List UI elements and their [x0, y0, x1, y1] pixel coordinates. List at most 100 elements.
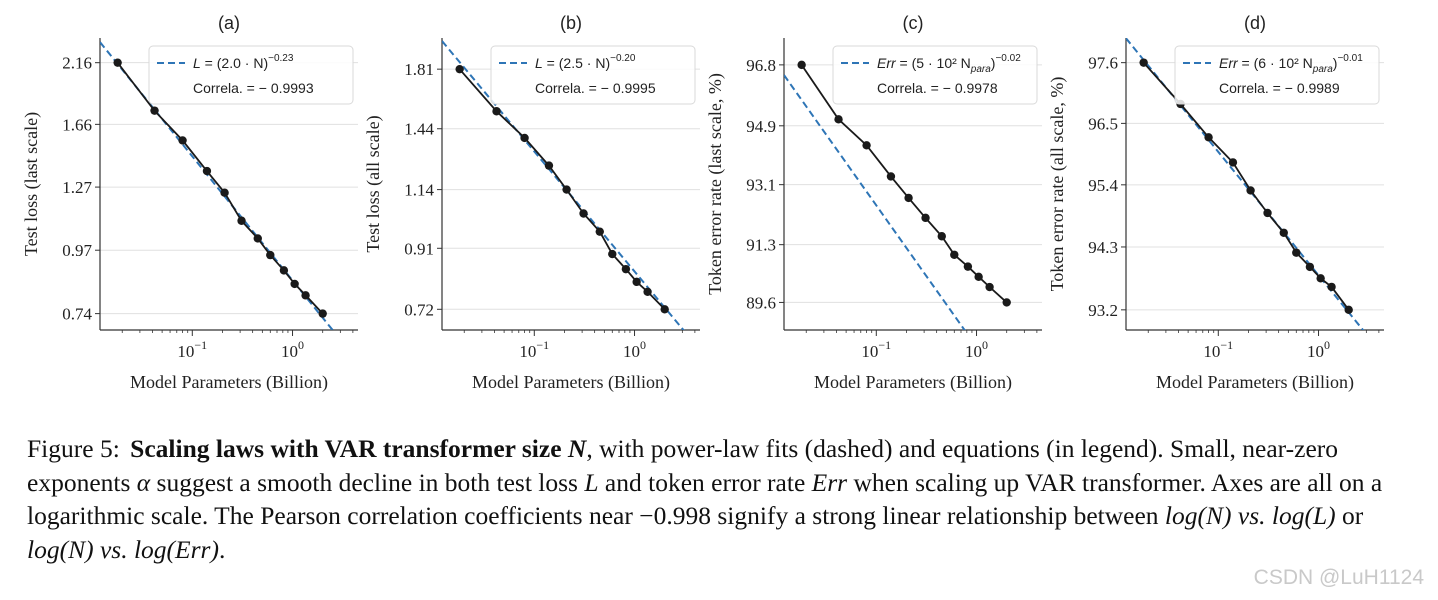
legend-eq-lhs: L: [535, 55, 543, 71]
caption-bold-var: N: [567, 434, 587, 463]
legend-eq-subscript: para: [970, 64, 991, 75]
y-tick-label: 95.4: [1088, 176, 1118, 195]
x-tick-exponent: 0: [640, 338, 646, 352]
x-tick-base: 10: [1203, 342, 1220, 361]
panel-label: (d): [1244, 13, 1266, 33]
data-point: [862, 141, 871, 150]
data-point: [660, 305, 669, 314]
caption-coef: −0.998: [639, 501, 711, 530]
caption-end: .: [218, 534, 226, 564]
caption-sentence-3: and token error rate: [604, 467, 806, 497]
panel-label: (b): [560, 13, 582, 33]
data-point: [632, 277, 641, 287]
y-tick-label: 2.16: [62, 54, 92, 73]
data-point: [608, 249, 617, 259]
y-axis-label: Token error rate (all scale, %): [1047, 77, 1068, 292]
data-point: [1002, 298, 1011, 307]
data-point: [1305, 262, 1315, 272]
x-tick-exponent: 0: [982, 338, 988, 352]
legend-eq-exponent: −0.20: [610, 53, 636, 64]
data-point: [595, 227, 604, 236]
panel-label: (a): [218, 13, 240, 33]
x-tick-label: 10−1: [177, 338, 207, 361]
y-tick-label: 1.27: [62, 178, 92, 197]
x-tick-exponent: 0: [298, 338, 304, 352]
y-tick-label: 0.72: [404, 300, 434, 319]
caption-Err: Err: [811, 467, 848, 497]
caption-alpha: α: [136, 467, 151, 497]
watermark: CSDN @LuH1124: [1253, 566, 1424, 589]
legend-eq-equals: =: [543, 55, 559, 71]
legend-eq-equals: =: [201, 55, 217, 71]
y-tick-label: 1.44: [404, 120, 434, 139]
data-point: [886, 172, 896, 181]
data-point: [1139, 58, 1148, 67]
data-point: [985, 282, 994, 292]
y-tick-label: 1.66: [62, 115, 92, 134]
y-tick-label: 96.5: [1088, 114, 1118, 133]
caption-lead: Figure 5:: [27, 434, 120, 463]
legend-eq-lhs: Err: [1219, 55, 1239, 71]
data-point: [797, 60, 806, 70]
legend-eq-lhs: L: [193, 55, 201, 71]
legend-equation: L = (2.0 · N)−0.23: [193, 53, 294, 71]
legend-eq-equals: =: [1238, 55, 1254, 71]
data-point: [1344, 305, 1353, 315]
data-point: [202, 166, 212, 176]
legend-eq-equals: =: [896, 55, 912, 71]
caption-sentence-1: , with power-law fits (dashed) and equat…: [27, 434, 1339, 497]
legend-box: [490, 45, 696, 105]
legend-correlation: Correla. = − 0.9989: [1219, 80, 1340, 96]
legend-equation: Err = (5 · 10² Npara)−0.02: [877, 53, 1021, 75]
legend-eq-exponent: −0.23: [268, 53, 294, 64]
legend-eq-paren: (5 · 10² N: [912, 55, 971, 71]
caption-math-2: log(N) vs. log(Err): [27, 534, 219, 564]
data-point: [113, 58, 122, 67]
legend-correlation: Correla. = − 0.9993: [193, 80, 314, 96]
x-tick-base: 10: [177, 342, 194, 361]
legend-eq-paren: (2.5 · N): [559, 55, 610, 71]
legend-equation: L = (2.5 · N)−0.20: [535, 53, 636, 71]
data-point: [904, 193, 913, 203]
data-point: [643, 287, 652, 297]
data-point: [178, 136, 187, 145]
data-point: [834, 115, 843, 124]
data-point: [455, 64, 464, 74]
legend-box: [148, 45, 354, 105]
legend-eq-exponent: −0.02: [995, 53, 1021, 64]
legend-eq-exponent: −0.01: [1337, 53, 1363, 64]
x-tick-exponent: −1: [1220, 338, 1233, 352]
caption-sentence-2: suggest a smooth decline in both test lo…: [156, 467, 578, 497]
caption-sentence-5: signify a strong linear relationship bet…: [717, 501, 1159, 530]
y-tick-label: 0.91: [404, 239, 434, 258]
y-axis-label: Test loss (last scale): [21, 112, 42, 256]
x-tick-label: 100: [1307, 338, 1330, 361]
data-point: [1263, 208, 1272, 218]
x-tick-base: 10: [519, 342, 536, 361]
y-tick-label: 0.97: [62, 241, 92, 260]
x-tick-base: 10: [1307, 342, 1324, 361]
data-point: [253, 234, 262, 243]
x-tick-label: 100: [281, 338, 304, 361]
y-axis-label: Token error rate (last scale, %): [705, 73, 726, 295]
y-tick-label: 93.1: [746, 176, 776, 195]
x-tick-exponent: 0: [1324, 338, 1330, 352]
x-tick-label: 10−1: [519, 338, 549, 361]
y-tick-label: 97.6: [1088, 54, 1118, 73]
data-point: [318, 309, 327, 318]
data-point: [1279, 228, 1288, 237]
caption-or: or: [1342, 501, 1364, 530]
data-point: [974, 272, 983, 282]
x-tick-exponent: −1: [536, 338, 549, 352]
data-point: [1228, 158, 1238, 167]
fit-line: [784, 74, 966, 330]
y-tick-label: 91.3: [746, 236, 776, 255]
legend-equation: Err = (6 · 10² Npara)−0.01: [1219, 53, 1363, 75]
caption-sentence-4: when scaling up VAR transformer. Axes ar…: [27, 467, 1383, 531]
legend-eq-paren: (2.0 · N): [217, 55, 268, 71]
data-point: [950, 250, 959, 259]
